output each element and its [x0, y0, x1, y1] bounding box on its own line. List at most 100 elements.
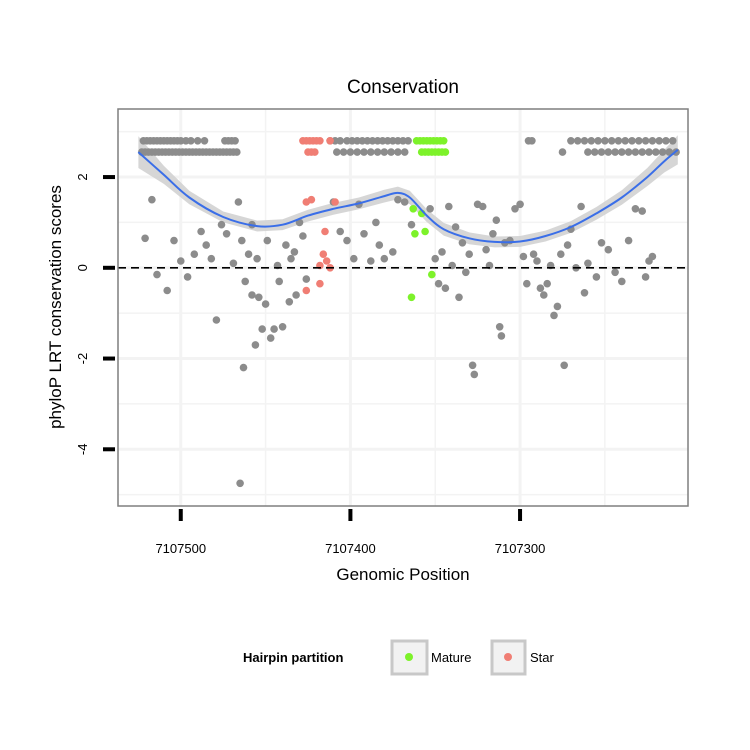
point-other	[200, 137, 209, 145]
point-other	[278, 323, 287, 331]
point-other	[468, 361, 477, 370]
point-other	[285, 298, 294, 306]
legend: Hairpin partition Mature Star	[243, 639, 555, 676]
point-other	[350, 254, 358, 263]
point-other	[394, 148, 402, 156]
point-other	[163, 286, 171, 295]
point-other	[244, 250, 253, 258]
x-tick-label: 7107500	[155, 541, 206, 556]
point-other	[400, 198, 409, 206]
point-other	[594, 137, 602, 145]
point-star	[321, 227, 329, 236]
point-other	[451, 223, 460, 231]
point-other	[597, 239, 606, 247]
point-other	[648, 252, 657, 261]
point-other	[290, 248, 299, 256]
point-other	[426, 205, 434, 213]
point-other	[592, 273, 601, 281]
point-other	[380, 254, 389, 263]
point-other	[360, 148, 368, 156]
point-other	[645, 148, 653, 156]
point-other	[618, 277, 626, 286]
point-other	[367, 148, 375, 156]
point-other	[482, 245, 490, 254]
point-other	[557, 250, 565, 258]
data-points	[138, 137, 680, 488]
legend-label-mature: Mature	[431, 650, 471, 665]
y-tick-label: 0	[75, 264, 90, 271]
point-other	[239, 363, 248, 372]
point-other	[533, 257, 541, 265]
legend-marker-mature	[405, 653, 413, 661]
point-other	[611, 268, 619, 277]
point-other	[648, 137, 657, 145]
point-other	[652, 148, 660, 156]
point-other	[553, 302, 562, 311]
point-other	[540, 291, 548, 299]
point-other	[177, 257, 185, 265]
point-other	[597, 148, 606, 156]
y-tick-label: -4	[75, 444, 90, 456]
point-other	[624, 236, 633, 245]
point-other	[282, 241, 290, 249]
point-other	[584, 259, 592, 268]
point-other	[528, 137, 536, 145]
point-other	[261, 300, 270, 308]
plot-background	[118, 109, 688, 506]
point-other	[153, 270, 161, 279]
x-tick-label: 7107300	[495, 541, 546, 556]
point-other	[635, 137, 643, 145]
point-star	[319, 250, 328, 258]
point-other	[618, 148, 626, 156]
point-other	[434, 279, 443, 288]
point-other	[336, 227, 345, 236]
point-other	[489, 230, 497, 238]
point-other	[367, 257, 375, 265]
point-other	[580, 289, 589, 297]
point-other	[346, 148, 355, 156]
point-other	[394, 195, 402, 204]
point-other	[193, 137, 202, 145]
point-other	[333, 148, 341, 156]
smooth-curve	[137, 149, 679, 244]
confidence-band	[138, 135, 678, 248]
point-other	[234, 198, 243, 206]
point-other	[372, 218, 380, 227]
point-other	[441, 284, 450, 293]
plot-border	[117, 108, 689, 507]
point-other	[558, 148, 567, 156]
point-other	[604, 148, 613, 156]
point-other	[299, 232, 307, 240]
point-other	[287, 254, 295, 263]
y-axis-title: phyloP LRT conservation scores	[46, 185, 65, 429]
point-other	[241, 277, 249, 286]
point-star	[307, 195, 316, 204]
point-other	[614, 137, 623, 145]
point-mature	[428, 270, 436, 279]
x-axis-title: Genomic Position	[336, 565, 469, 584]
point-other	[445, 202, 453, 211]
point-other	[231, 137, 239, 145]
point-other	[631, 148, 640, 156]
point-other	[455, 293, 463, 302]
legend-title: Hairpin partition	[243, 650, 343, 665]
point-other	[567, 137, 575, 145]
point-other	[207, 254, 216, 263]
point-other	[400, 148, 409, 156]
point-mature	[441, 148, 450, 156]
point-other	[638, 207, 646, 215]
chart-title: Conservation	[347, 77, 459, 98]
point-other	[222, 230, 231, 238]
point-star	[302, 286, 311, 295]
point-other	[387, 148, 395, 156]
point-mature	[411, 230, 419, 238]
point-other	[270, 325, 278, 333]
point-other	[263, 236, 272, 245]
point-other	[478, 202, 487, 211]
point-mature	[439, 137, 448, 145]
point-other	[584, 148, 592, 156]
point-other	[577, 202, 585, 211]
point-other	[404, 137, 412, 145]
point-other	[431, 254, 440, 263]
